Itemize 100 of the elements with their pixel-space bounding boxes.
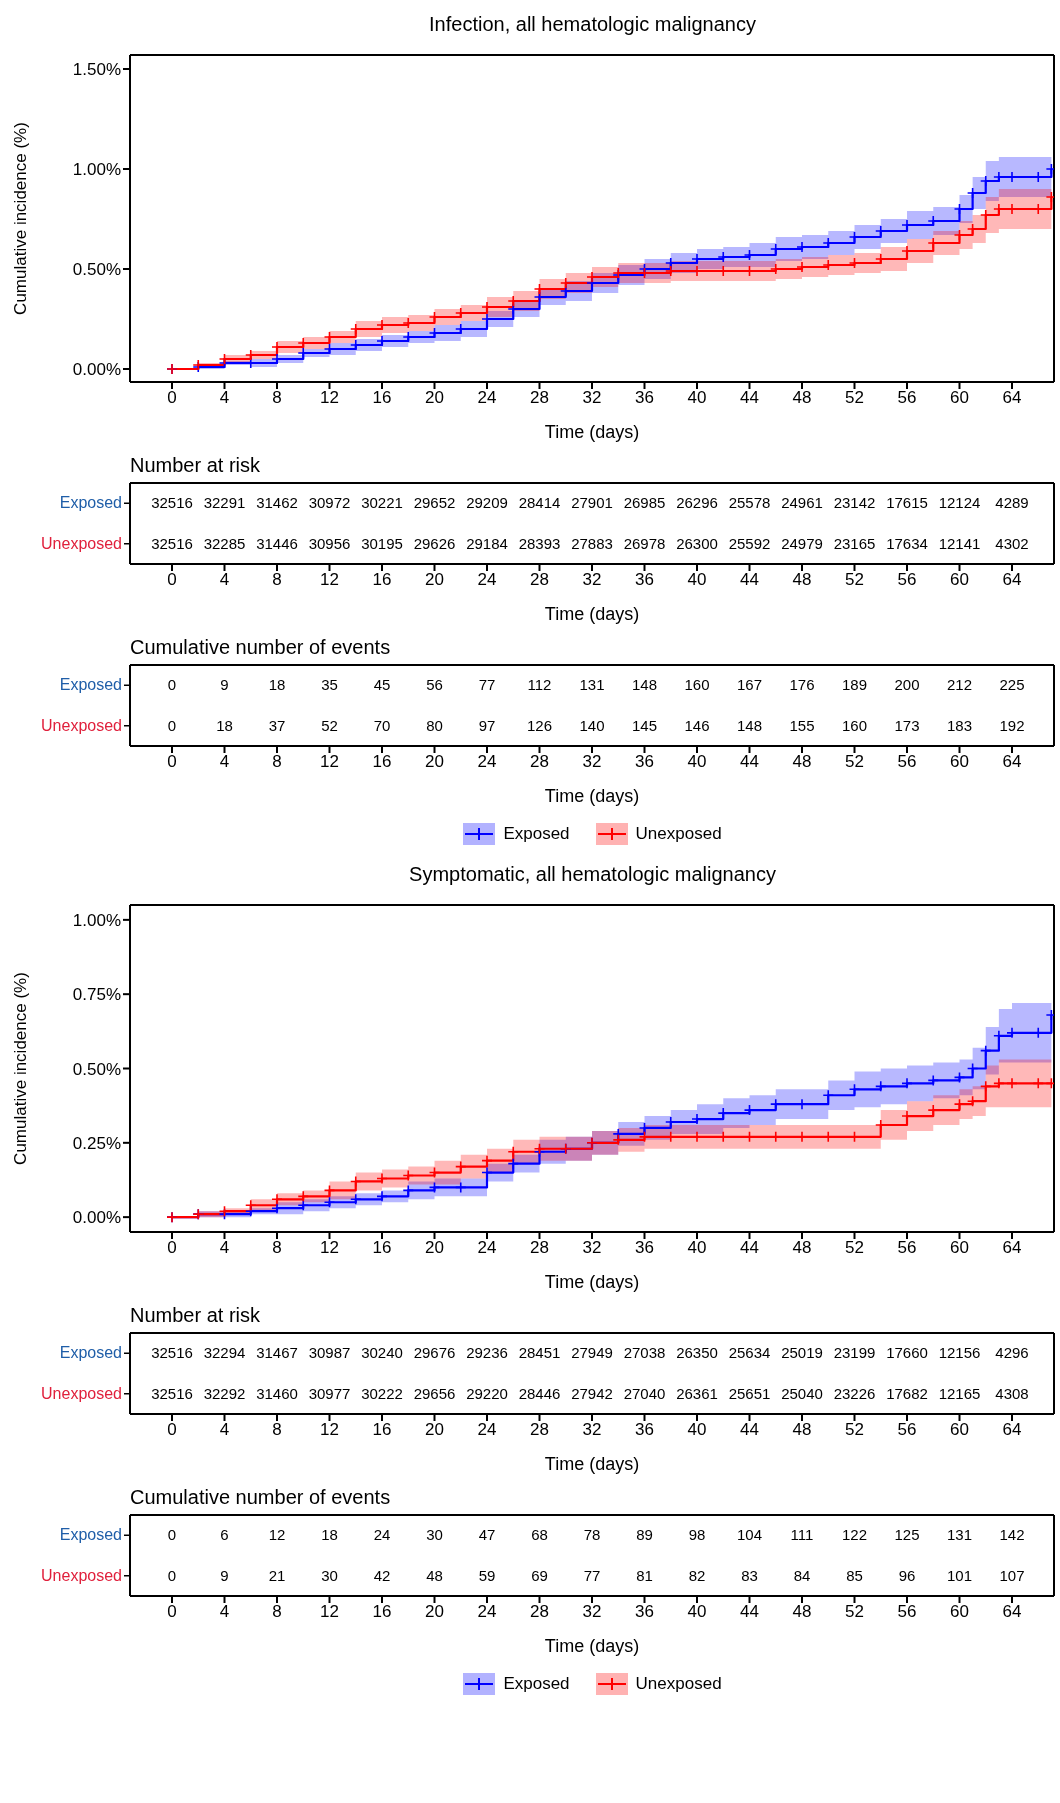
legend-label: Unexposed: [635, 1674, 722, 1694]
data-label: 68: [531, 1526, 548, 1544]
x-tick-label: 48: [792, 1420, 812, 1440]
data-label: 4289: [995, 494, 1029, 512]
data-label: 48: [426, 1566, 443, 1584]
data-label: 12165: [938, 1384, 981, 1402]
x-tick-label: 12: [320, 388, 339, 408]
data-label: 29220: [466, 1384, 508, 1402]
data-label: 35: [321, 676, 338, 694]
data-label: 4308: [995, 1384, 1029, 1402]
data-label: 32294: [203, 1344, 246, 1362]
x-tick-label: 16: [372, 570, 392, 590]
x-tick-label: 44: [740, 752, 759, 772]
x-tick-label: 4: [219, 1238, 230, 1258]
x-tick-label: 20: [425, 1602, 444, 1622]
data-label: 101: [946, 1566, 973, 1584]
data-label: 31462: [256, 494, 298, 512]
data-label: 32516: [151, 534, 193, 552]
chart-title: Cumulative number of events: [129, 635, 392, 658]
x-tick-label: 8: [272, 388, 282, 408]
x-tick-label: 52: [845, 1602, 864, 1622]
data-label: 26300: [676, 534, 718, 552]
x-tick-label: 60: [950, 1238, 969, 1258]
y-tick-label: 0.75%: [72, 985, 121, 1005]
data-label: 167: [736, 676, 763, 694]
x-tick-label: 0: [167, 388, 177, 408]
y-tick-label: 1.00%: [72, 160, 121, 180]
x-tick-label: 28: [530, 1238, 549, 1258]
data-label: 45: [373, 676, 391, 694]
x-tick-label: 8: [272, 752, 282, 772]
x-tick-label: 8: [272, 570, 282, 590]
x-tick-label: 64: [1002, 752, 1022, 772]
data-label: 70: [373, 716, 391, 734]
x-tick-label: 40: [687, 388, 707, 408]
data-label: 32285: [203, 534, 246, 552]
x-tick-label: 0: [167, 570, 177, 590]
x-tick-label: 16: [372, 752, 392, 772]
x-tick-label: 0: [167, 752, 177, 772]
data-label: 200: [894, 676, 920, 694]
data-label: 52: [321, 716, 338, 734]
data-label: 18: [321, 1526, 338, 1544]
x-tick-label: 40: [687, 1602, 707, 1622]
x-tick-label: 20: [425, 752, 444, 772]
data-label: 25578: [728, 494, 771, 512]
x-axis-title: Time (days): [544, 786, 640, 806]
y-tick-label: Unexposed: [41, 534, 122, 552]
data-label: 24961: [781, 494, 823, 512]
x-tick-label: 56: [897, 1238, 917, 1258]
x-tick-label: 64: [1002, 1602, 1022, 1622]
legend-label: Exposed: [503, 824, 570, 844]
x-tick-label: 32: [582, 1420, 602, 1440]
data-label: 30240: [361, 1344, 403, 1362]
y-tick-label: 1.00%: [72, 910, 121, 930]
data-label: 32516: [151, 1384, 193, 1402]
data-label: 131: [579, 676, 605, 694]
y-tick-label: 0.50%: [72, 260, 121, 280]
data-label: 145: [631, 716, 658, 734]
x-tick-label: 4: [219, 388, 230, 408]
data-label: 0: [167, 716, 177, 734]
data-label: 18: [268, 676, 286, 694]
x-tick-label: 56: [897, 1420, 917, 1440]
x-tick-label: 40: [687, 570, 707, 590]
data-label: 27942: [571, 1384, 613, 1402]
data-label: 47: [478, 1526, 496, 1544]
x-tick-label: 16: [372, 1602, 392, 1622]
data-label: 212: [946, 676, 973, 694]
x-tick-label: 52: [845, 1238, 864, 1258]
x-tick-label: 56: [897, 388, 917, 408]
data-label: 89: [636, 1526, 653, 1544]
data-label: 29676: [413, 1344, 456, 1362]
x-tick-label: 12: [320, 752, 339, 772]
data-label: 17634: [886, 534, 928, 552]
data-label: 27949: [571, 1344, 613, 1362]
data-label: 23199: [833, 1344, 876, 1362]
x-tick-label: 32: [582, 1238, 602, 1258]
data-label: 26985: [623, 494, 666, 512]
data-label: 160: [841, 716, 868, 734]
x-tick-label: 4: [219, 570, 230, 590]
y-tick-label: Exposed: [59, 494, 122, 512]
data-label: 29184: [466, 534, 508, 552]
y-tick-label: Exposed: [59, 676, 122, 694]
data-label: 155: [789, 716, 815, 734]
data-label: 27038: [623, 1344, 666, 1362]
data-label: 4302: [995, 534, 1029, 552]
x-tick-label: 56: [897, 570, 917, 590]
data-label: 31467: [256, 1344, 298, 1362]
data-label: 9: [220, 1566, 229, 1584]
x-tick-label: 44: [740, 570, 759, 590]
data-label: 131: [946, 1526, 973, 1544]
data-label: 29656: [413, 1384, 456, 1402]
x-tick-label: 36: [635, 388, 654, 408]
data-label: 225: [999, 676, 1025, 694]
x-tick-label: 52: [845, 570, 864, 590]
data-label: 30222: [361, 1384, 403, 1402]
x-tick-label: 44: [740, 1238, 759, 1258]
x-tick-label: 32: [582, 570, 602, 590]
data-label: 28446: [518, 1384, 561, 1402]
y-tick-label: 0.50%: [72, 1059, 121, 1079]
x-tick-label: 60: [950, 1602, 969, 1622]
y-tick-label: Unexposed: [41, 716, 122, 734]
